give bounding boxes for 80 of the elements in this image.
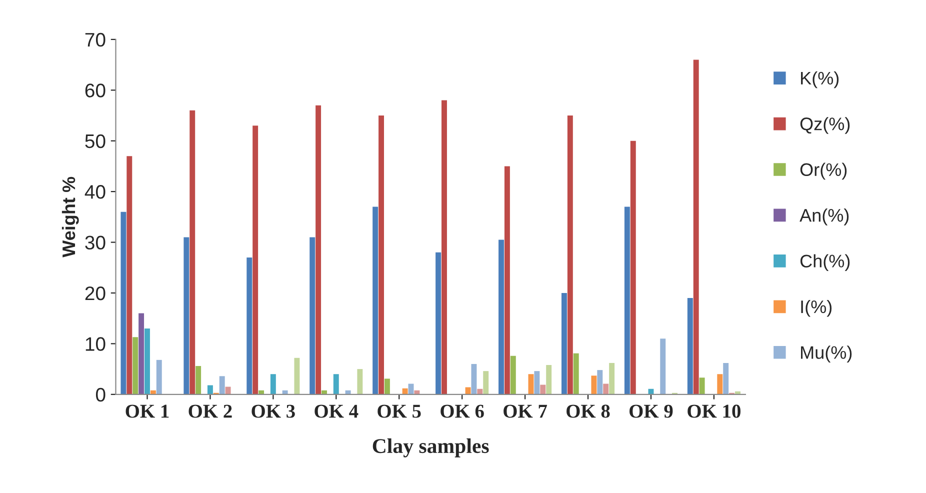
bar	[184, 237, 190, 394]
x-tick-label: OK 10	[688, 404, 740, 418]
legend-label: I(%)	[801, 300, 832, 317]
bar	[591, 376, 597, 394]
bar	[483, 371, 489, 394]
legend-label: Mu(%)	[801, 346, 852, 362]
y-tick-label: 40	[84, 185, 106, 199]
x-axis-title: Clay samples	[372, 438, 489, 458]
bar	[372, 206, 378, 394]
bar	[120, 212, 126, 394]
bar	[504, 166, 510, 394]
bar	[333, 374, 339, 394]
x-tick-label: OK 9	[630, 404, 673, 418]
bar	[477, 388, 483, 394]
bar	[561, 292, 567, 394]
bar	[378, 116, 384, 394]
bar	[660, 338, 666, 394]
bar	[138, 313, 144, 394]
bar	[219, 376, 225, 394]
bar	[546, 364, 552, 394]
bar	[540, 384, 546, 394]
x-tick-label: OK 1	[126, 404, 169, 418]
bar	[207, 385, 213, 394]
bar	[402, 388, 408, 394]
legend-label: Ch(%)	[800, 254, 850, 272]
bar	[384, 378, 390, 394]
bar	[294, 358, 300, 394]
y-tick-label: 20	[85, 286, 106, 300]
bar	[723, 362, 729, 394]
bar	[225, 386, 231, 394]
legend-label: Qz(%)	[800, 117, 850, 134]
bar	[528, 374, 534, 394]
bar	[471, 364, 477, 394]
bar	[498, 240, 504, 394]
bar	[190, 110, 196, 394]
bar	[144, 328, 150, 394]
x-tick-label: OK 8	[566, 404, 610, 418]
y-axis-title: Weight %	[62, 176, 79, 258]
bar	[126, 156, 132, 394]
bar	[609, 362, 615, 394]
bar	[699, 378, 705, 394]
y-tick-label: 10	[86, 337, 106, 351]
legend-label: K(%)	[801, 71, 839, 88]
bar	[196, 366, 202, 394]
legend-label: Or(%)	[800, 162, 847, 180]
y-tick-label: 70	[85, 32, 106, 47]
bar	[270, 374, 276, 394]
bar	[534, 371, 540, 394]
bar	[316, 105, 322, 394]
legend-label: An(%)	[800, 208, 849, 226]
bar	[156, 360, 162, 394]
bar	[246, 257, 252, 394]
bar	[465, 387, 471, 394]
bar	[567, 116, 573, 394]
y-tick-label: 60	[85, 84, 106, 98]
x-tick-label: OK 4	[314, 404, 358, 418]
bar	[687, 298, 693, 394]
bar	[693, 60, 699, 394]
bar	[357, 369, 363, 394]
bar	[624, 206, 630, 394]
bar	[597, 370, 603, 394]
bar	[436, 252, 442, 394]
y-tick-label: 50	[85, 134, 106, 148]
bar	[310, 237, 316, 394]
bar	[717, 374, 723, 394]
bar	[573, 353, 579, 394]
bar	[603, 384, 609, 394]
bar	[648, 388, 654, 394]
x-tick-label: OK 2	[188, 404, 232, 418]
x-tick-label: OK 3	[252, 404, 295, 418]
y-tick-label: 0	[96, 388, 106, 402]
y-tick-label: 30	[85, 236, 106, 250]
bar	[630, 140, 636, 394]
bar	[441, 100, 447, 394]
x-tick-label: OK 6	[440, 404, 484, 418]
x-tick-label: OK 5	[378, 404, 421, 418]
x-tick-label: OK 7	[504, 404, 547, 418]
bar	[252, 126, 258, 394]
bar	[132, 337, 138, 394]
bar	[510, 356, 516, 394]
